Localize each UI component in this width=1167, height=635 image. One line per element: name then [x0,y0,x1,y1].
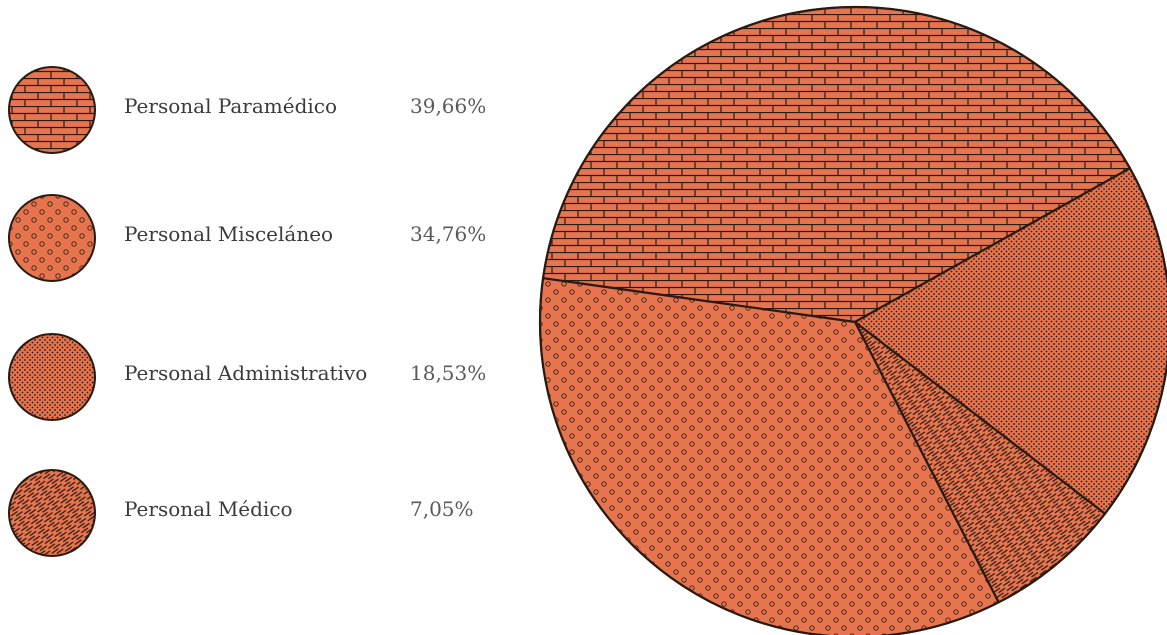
legend-value: 7,05% [410,497,474,521]
legend-swatch-miscelaneo [8,194,96,282]
pie-outline [539,6,1167,635]
legend: Personal Paramédico 39,66% Personal Misc… [0,0,530,635]
legend-value: 18,53% [410,361,487,385]
legend-label: Personal Misceláneo [124,222,334,246]
legend-swatch-medico [8,469,96,557]
legend-item-miscelaneo: Personal Misceláneo 34,76% [0,192,530,292]
legend-swatch-administrativo [8,333,96,421]
pie-slices [538,5,1167,635]
legend-label: Personal Administrativo [124,361,368,385]
legend-item-administrativo: Personal Administrativo 18,53% [0,331,530,431]
legend-label: Personal Médico [124,497,293,521]
legend-value: 39,66% [410,94,487,118]
pie-chart [538,5,1167,635]
legend-item-paramedico: Personal Paramédico 39,66% [0,64,530,164]
legend-label: Personal Paramédico [124,94,338,118]
legend-swatch-paramedico [8,66,96,154]
legend-value: 34,76% [410,222,487,246]
legend-item-medico: Personal Médico 7,05% [0,467,530,567]
